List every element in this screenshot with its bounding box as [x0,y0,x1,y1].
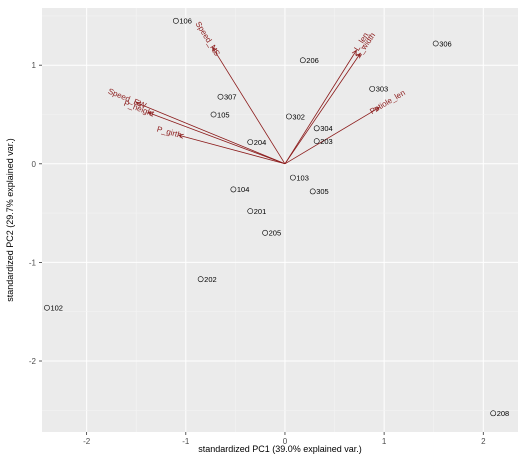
y-tick-label: 0 [32,160,37,169]
data-point [44,304,50,311]
y-tick-label: -1 [29,258,37,267]
point-label: 202 [204,275,217,284]
vector-arrow [136,102,286,165]
point-label: 203 [320,137,333,146]
data-point [197,276,204,283]
data-point [262,229,269,236]
data-point [210,111,217,118]
x-axis-ticks: -2 -1 0 1 2 [83,432,486,446]
vector-arrow [284,107,380,165]
data-point [172,17,179,24]
point-label: 302 [292,112,305,121]
point-label: 102 [50,304,63,313]
data-point [286,113,292,120]
point-label: 106 [179,17,192,26]
x-tick-label: -1 [182,437,190,446]
data-point [309,188,316,195]
vector-arrow [147,112,286,165]
data-point [217,93,224,100]
vector-arrowhead [135,101,142,107]
y-tick-label: -2 [29,357,37,366]
point-label: 206 [306,56,319,65]
data-point [299,57,306,64]
data-point [247,139,254,146]
grid [42,8,518,432]
vector-arrow [284,50,357,165]
data-point [313,138,320,145]
y-axis-ticks: -2 -1 0 1 [29,61,42,366]
y-axis-title: standardized PC2 (29.7% explained var.) [5,138,15,302]
vector-arrowhead [177,133,184,139]
point-label: 205 [269,229,282,238]
point-label: 105 [217,110,230,119]
vector-arrow [178,134,286,165]
point-label: 304 [320,124,333,133]
data-point [289,174,296,181]
vector-arrowhead [351,49,357,56]
y-tick-label: 1 [32,61,37,70]
vector-arrow [212,47,286,165]
vector-arrow [284,53,361,165]
point-label: 306 [439,39,452,48]
x-tick-label: -2 [83,437,91,446]
point-label: 204 [254,138,267,147]
vector-arrowhead [147,111,154,117]
point-label: 104 [237,185,250,194]
point-label: 208 [497,409,510,418]
data-point [230,186,237,193]
point-label: 303 [376,85,389,94]
point-label: 305 [316,187,329,196]
vector-arrowhead [374,107,380,112]
data-point [369,85,376,92]
point-label: 201 [254,207,267,216]
plot-panel [42,8,518,432]
x-tick-label: 2 [481,437,486,446]
vector-arrowhead [212,46,218,53]
point-label: 307 [224,93,237,102]
data-point [313,125,320,132]
data-point [490,410,497,417]
data-point [432,40,439,47]
x-axis-title: standardized PC1 (39.0% explained var.) [198,444,362,454]
point-label: 103 [296,173,309,182]
data-point [247,208,254,215]
vector-arrowhead [355,52,361,59]
data-points: 106 206 306 307 303 105 302 304 204 203 103 305 104 2… [44,17,509,418]
x-tick-label: 1 [382,437,387,446]
x-tick-label: 0 [283,437,288,446]
